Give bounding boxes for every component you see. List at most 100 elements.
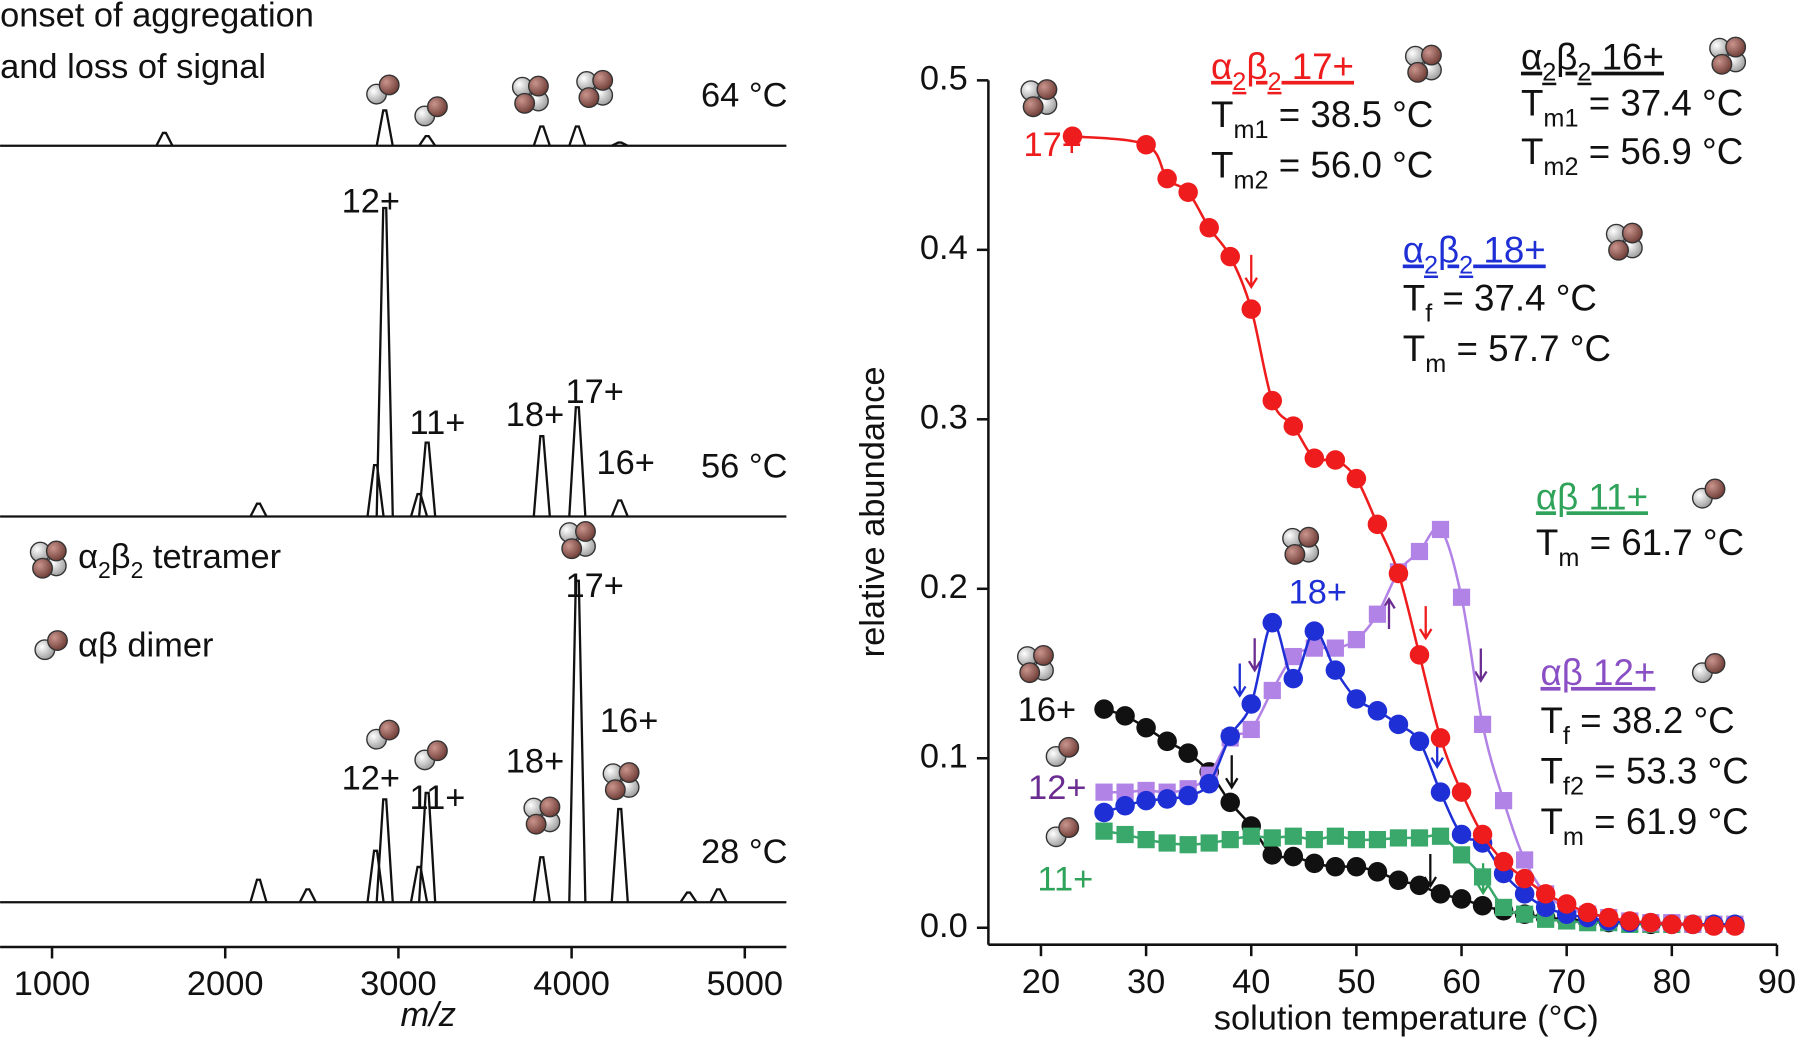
arrow [1233, 663, 1247, 698]
data-point [1242, 827, 1260, 845]
data-point [1304, 448, 1325, 469]
annotation-title: αβ 11+ [1536, 476, 1648, 517]
data-point [1430, 884, 1451, 904]
spectrum-peak [366, 463, 385, 517]
subscript: 2 [1267, 68, 1281, 96]
data-point [1368, 831, 1387, 849]
tetramer-icon [1282, 526, 1320, 565]
data-point [1494, 792, 1513, 810]
data-point [1535, 884, 1556, 904]
peak-label: 11+ [409, 404, 465, 442]
spectrum-peak [611, 141, 629, 147]
data-point [1410, 829, 1429, 847]
data-point [1178, 182, 1198, 202]
subscript: 2 [98, 557, 111, 583]
data-point [1157, 168, 1177, 189]
text-segment: β [1556, 36, 1577, 77]
data-point [1409, 645, 1430, 665]
text-segment: T [1541, 750, 1563, 791]
data-point [1178, 785, 1198, 806]
text-segment: T [1211, 144, 1233, 185]
spectrum-peak [417, 791, 437, 903]
spectrum-peak [709, 888, 728, 903]
data-point [1514, 868, 1535, 889]
data-point [1200, 834, 1218, 852]
data-point [1473, 715, 1492, 733]
spectrum-peak [375, 109, 394, 146]
subscript: m1 [1543, 104, 1578, 132]
x-axis-label: m/z [401, 996, 456, 1034]
x-tick-label: 3000 [360, 965, 437, 1003]
data-point [1409, 875, 1430, 896]
data-point [1347, 831, 1365, 849]
annotation-title: α2β2 17+ [1211, 46, 1354, 96]
data-point [1283, 846, 1304, 867]
spectrum-peak [249, 878, 268, 903]
x-tick-label: 40 [1232, 963, 1270, 1001]
text-segment: = 53.3 °C [1584, 750, 1749, 791]
annotation-title: α2β2 16+ [1521, 36, 1664, 86]
tetramer-icon [1605, 222, 1643, 261]
spectrum-peak [679, 891, 698, 903]
arrow [1247, 638, 1262, 673]
text-segment: = 38.5 °C [1269, 94, 1434, 135]
subscript: m1 [1234, 116, 1269, 144]
subscript: 2 [1232, 68, 1246, 96]
text-segment: α [1521, 36, 1542, 77]
x-axis-label: solution temperature (°C) [1214, 1000, 1599, 1038]
data-point [1157, 789, 1177, 809]
tetramer-icon [1404, 44, 1442, 83]
tetramer-icon [1016, 644, 1054, 684]
spectrum-peak [568, 406, 587, 517]
note: onset of aggregation [0, 0, 314, 34]
data-point [1410, 542, 1429, 561]
subscript: 2 [1424, 251, 1438, 279]
data-point [1157, 731, 1177, 752]
text-segment: 17+ [1282, 46, 1355, 87]
data-point [1262, 845, 1283, 865]
series-label: 12+ [1028, 769, 1086, 807]
subscript: 2 [1459, 251, 1473, 279]
data-point [1116, 825, 1134, 844]
trace-temperature: 56 °C [701, 447, 787, 485]
text-segment: = 56.0 °C [1269, 144, 1434, 185]
text-segment: T [1211, 94, 1233, 135]
data-point [1283, 668, 1304, 689]
note: and loss of signal [0, 48, 266, 86]
annotation-line: Tm = 57.7 °C [1403, 328, 1611, 378]
data-point [1431, 520, 1450, 539]
tetramer-icon [558, 521, 596, 560]
text-segment: = 56.9 °C [1579, 131, 1744, 172]
data-point [1452, 846, 1471, 864]
annotation-line: Tf2 = 53.3 °C [1541, 750, 1749, 800]
data-point [1095, 783, 1113, 801]
peak-label: 16+ [596, 444, 654, 482]
trace-temperature: 64 °C [701, 77, 787, 115]
subscript: m2 [1543, 152, 1578, 180]
data-point [1409, 731, 1430, 752]
series-label: 17+ [1023, 126, 1081, 164]
subscript: m [1425, 350, 1446, 378]
trace-temperature: 28 °C [701, 833, 787, 871]
subscript: m [1563, 823, 1584, 851]
x-tick-label: 30 [1127, 963, 1165, 1001]
data-point [1598, 907, 1619, 928]
spectrum-peak [155, 131, 174, 147]
data-point [1431, 827, 1450, 845]
spectrum-peak [568, 125, 587, 147]
data-point [1136, 134, 1156, 155]
tetramer-icon [1709, 36, 1747, 75]
data-point [1430, 782, 1451, 802]
data-point [1262, 612, 1283, 633]
x-tick-label: 60 [1442, 963, 1480, 1001]
data-point [1116, 783, 1134, 801]
text-segment: = 38.2 °C [1570, 700, 1735, 741]
data-point [1388, 870, 1409, 891]
annotation-line: Tm = 61.9 °C [1541, 801, 1749, 851]
series-label: 11+ [1037, 861, 1093, 899]
spectrum-peak [409, 492, 429, 517]
text-segment: = 37.4 °C [1579, 82, 1744, 123]
subscript: 2 [1542, 58, 1556, 86]
dimer-icon [414, 740, 448, 771]
